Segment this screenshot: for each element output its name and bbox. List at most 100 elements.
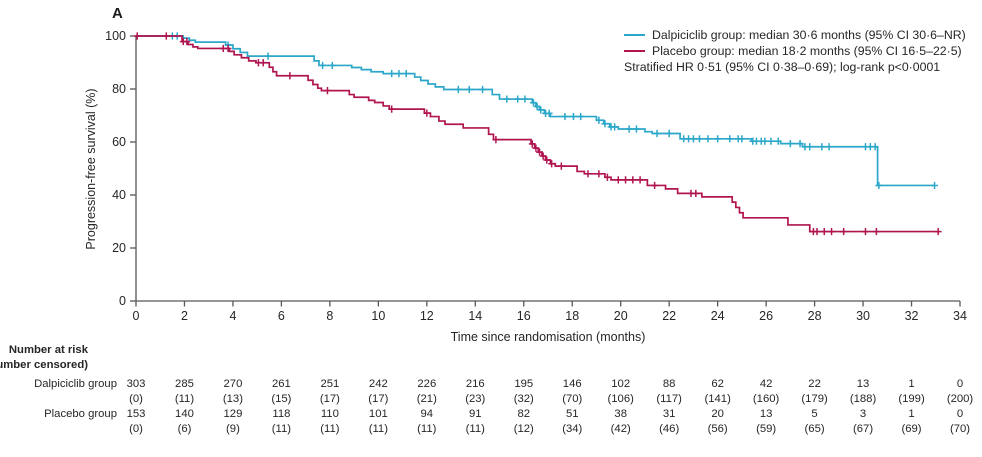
censor-mark-dalpiciclib — [264, 52, 272, 60]
censor-mark-placebo — [614, 176, 622, 184]
risk-count: 0 — [956, 408, 964, 420]
risk-count: 22 — [808, 378, 821, 390]
risk-table-subheader: (number censored) — [0, 359, 88, 371]
risk-count: 5 — [811, 408, 818, 420]
risk-count: 1 — [908, 378, 915, 390]
risk-count: 42 — [759, 378, 773, 390]
censored-count: (46) — [659, 423, 680, 435]
legend-item-placebo: Placebo group: median 18·2 months (95% C… — [624, 43, 966, 59]
risk-count: 13 — [856, 378, 870, 390]
censor-mark-dalpiciclib — [806, 143, 814, 151]
censor-mark-dalpiciclib — [714, 135, 722, 143]
censored-count: (21) — [416, 393, 437, 405]
censor-mark-placebo — [692, 189, 700, 198]
x-tick-label: 26 — [759, 309, 773, 323]
risk-count: 62 — [711, 378, 724, 390]
panel-label: A — [112, 5, 123, 22]
censored-count: (23) — [465, 393, 486, 405]
censored-count: (11) — [465, 423, 485, 435]
censor-mark-dalpiciclib — [503, 95, 511, 103]
censor-mark-dalpiciclib — [931, 181, 938, 190]
censored-count: (69) — [901, 423, 922, 435]
y-tick-label: 40 — [112, 188, 126, 202]
censor-mark-placebo — [183, 37, 191, 46]
risk-table-header: Number at risk — [8, 344, 88, 356]
censor-mark-placebo — [536, 148, 543, 156]
censor-mark-dalpiciclib — [388, 70, 396, 78]
risk-count: 13 — [759, 408, 773, 420]
censored-count: (11) — [271, 423, 292, 435]
censored-count: (9) — [226, 423, 240, 435]
risk-count: 129 — [223, 408, 243, 420]
censored-count: (59) — [756, 423, 777, 435]
censor-mark-placebo — [862, 227, 869, 236]
censor-mark-dalpiciclib — [875, 181, 883, 190]
censored-count: (32) — [513, 393, 534, 405]
risk-count: 195 — [514, 378, 534, 390]
censor-mark-dalpiciclib — [402, 70, 410, 78]
risk-count: 102 — [611, 378, 631, 390]
risk-count: 110 — [320, 408, 339, 420]
censor-mark-placebo — [532, 144, 540, 152]
risk-count: 303 — [126, 378, 146, 390]
censor-mark-placebo — [224, 44, 232, 53]
censor-mark-placebo — [622, 176, 629, 184]
censor-mark-placebo — [388, 105, 396, 113]
x-tick-label: 12 — [420, 309, 434, 323]
x-tick-label: 16 — [517, 309, 531, 323]
x-tick-label: 34 — [953, 309, 967, 323]
censored-count: (15) — [271, 393, 292, 405]
censored-count: (200) — [946, 393, 974, 405]
censored-count: (11) — [368, 423, 388, 435]
censor-mark-dalpiciclib — [818, 143, 826, 151]
censor-mark-dalpiciclib — [633, 125, 640, 133]
censor-mark-dalpiciclib — [570, 112, 577, 121]
censor-mark-placebo — [286, 72, 294, 80]
censored-count: (11) — [417, 423, 437, 435]
censor-mark-dalpiciclib — [761, 137, 769, 145]
censor-mark-dalpiciclib — [767, 137, 775, 145]
risk-count: 88 — [662, 378, 676, 390]
censor-mark-dalpiciclib — [611, 123, 619, 131]
censor-mark-placebo — [584, 170, 592, 178]
censor-mark-placebo — [259, 59, 267, 67]
censor-mark-placebo — [934, 227, 942, 236]
censor-mark-placebo — [423, 109, 431, 117]
x-tick-label: 18 — [565, 309, 579, 323]
x-tick-label: 30 — [856, 309, 870, 323]
y-tick-label: 20 — [112, 241, 126, 255]
censor-mark-dalpiciclib — [665, 129, 673, 138]
risk-count: 1 — [908, 408, 915, 420]
x-tick-label: 14 — [468, 309, 482, 323]
x-tick-label: 32 — [905, 309, 919, 323]
censored-count: (117) — [656, 393, 682, 405]
censored-count: (160) — [752, 393, 780, 405]
censor-mark-placebo — [492, 136, 500, 144]
censor-mark-dalpiciclib — [328, 61, 336, 70]
x-tick-label: 0 — [133, 309, 140, 323]
censor-mark-placebo — [548, 160, 556, 168]
x-tick-label: 10 — [371, 309, 385, 323]
censor-mark-dalpiciclib — [454, 85, 462, 94]
censor-mark-dalpiciclib — [395, 70, 403, 78]
risk-count: 91 — [468, 408, 482, 420]
legend: Dalpiciclib group: median 30·6 months (9… — [624, 27, 966, 75]
censor-mark-dalpiciclib — [537, 106, 545, 114]
censor-mark-placebo — [636, 176, 644, 184]
censored-count: (0) — [129, 423, 143, 435]
risk-count: 38 — [614, 408, 627, 420]
risk-row-label: Placebo group — [44, 408, 117, 420]
censor-mark-placebo — [840, 227, 848, 236]
censor-mark-placebo — [651, 181, 659, 190]
censor-mark-dalpiciclib — [601, 120, 609, 128]
x-tick-label: 28 — [808, 309, 822, 323]
censor-mark-placebo — [543, 156, 551, 164]
risk-count: 94 — [420, 408, 434, 420]
censor-mark-placebo — [813, 227, 821, 236]
censor-mark-placebo — [557, 162, 565, 170]
censor-mark-dalpiciclib — [545, 109, 553, 117]
censored-count: (13) — [222, 393, 243, 405]
censored-count: (0) — [129, 393, 143, 405]
